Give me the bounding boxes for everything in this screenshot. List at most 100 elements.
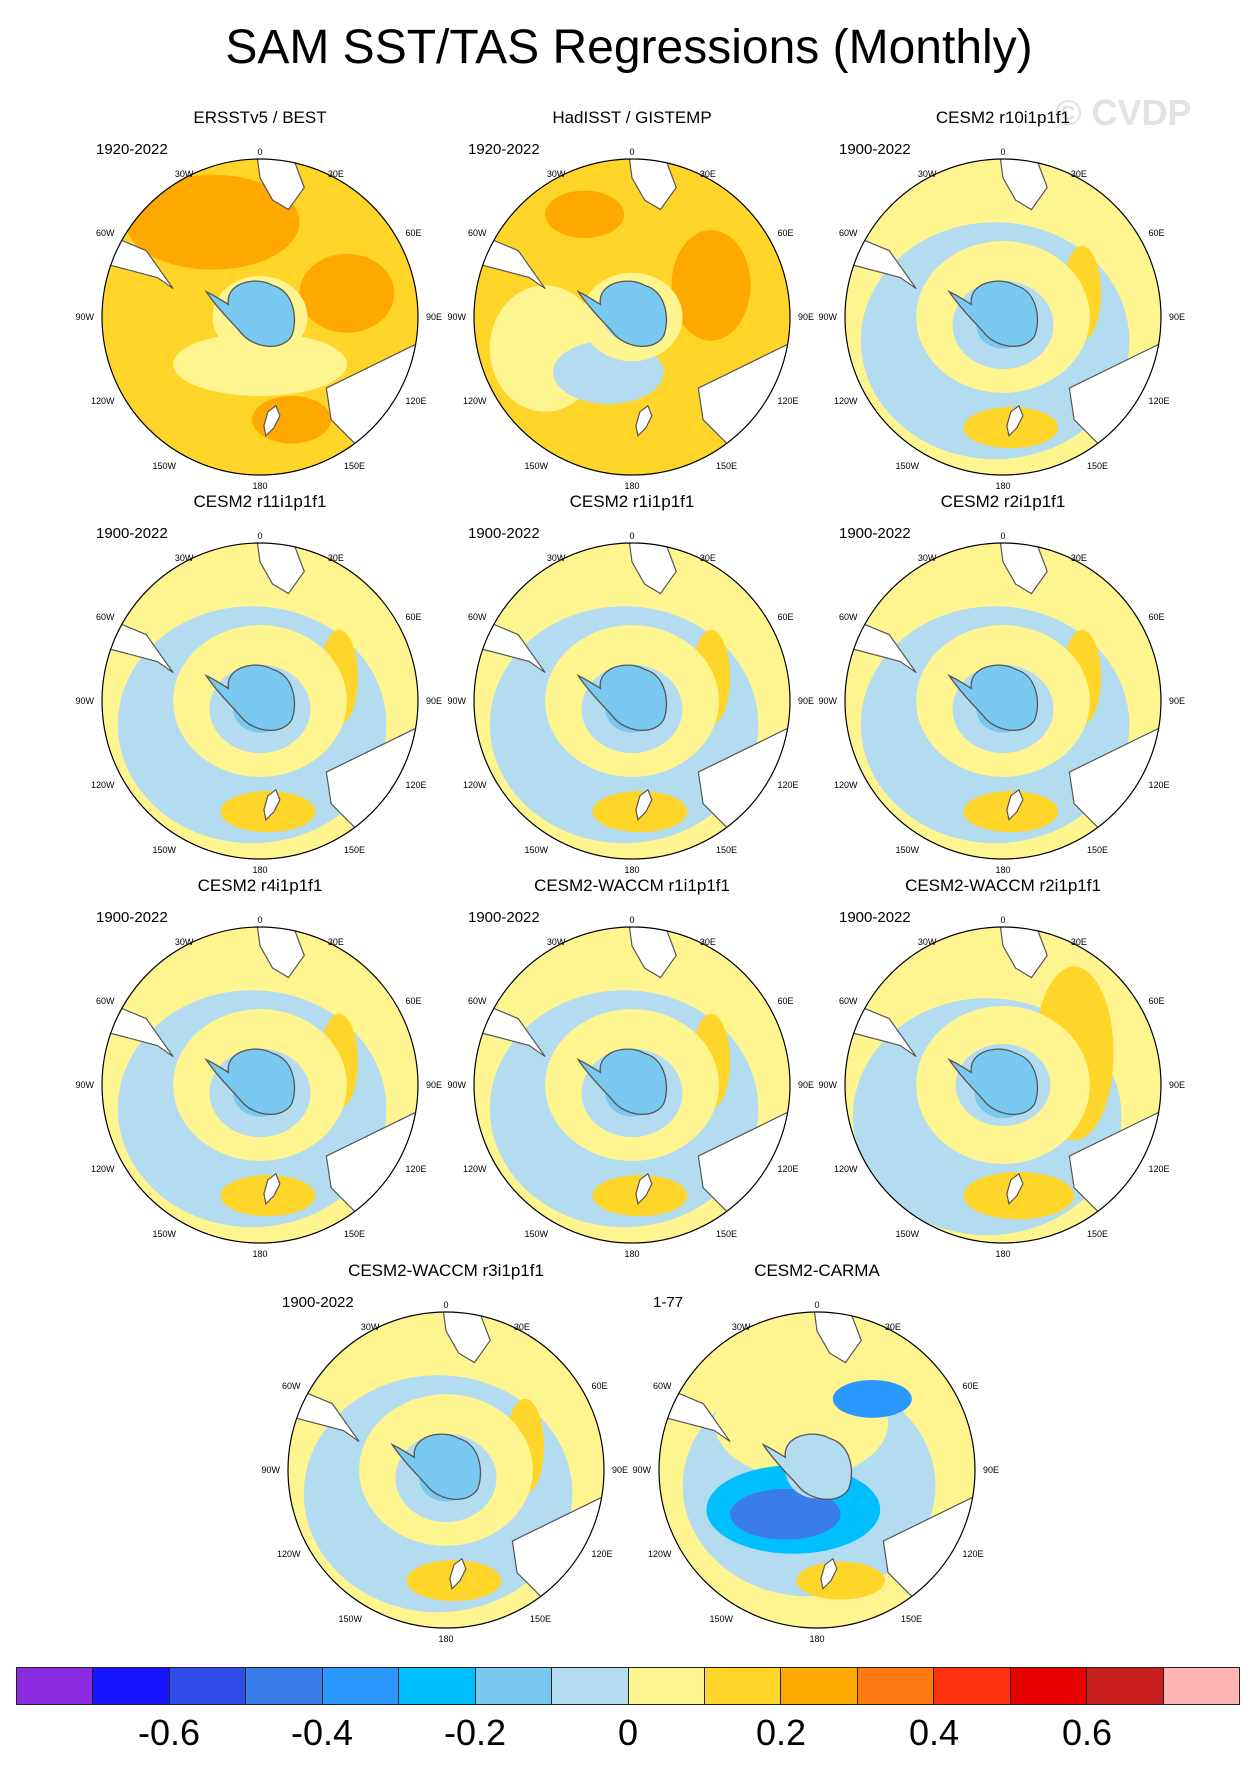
longitude-label: 0 <box>814 1300 819 1310</box>
africa-landmass <box>628 543 677 595</box>
map-boundary <box>287 1311 605 1629</box>
longitude-label: 180 <box>995 865 1010 875</box>
longitude-label: 30E <box>1071 169 1087 179</box>
map-boundary <box>101 542 419 860</box>
map-panel: HadISST / GISTEMP 1920-2022 0 30E 60E 90E 120E… <box>447 108 814 491</box>
longitude-label: 150E <box>1087 461 1108 471</box>
anomaly-region <box>173 332 347 396</box>
longitude-label: 180 <box>252 1249 267 1259</box>
panel-period: 1920-2022 <box>96 141 168 158</box>
longitude-label: 120W <box>463 780 487 790</box>
longitude-label: 150E <box>344 845 365 855</box>
antarctica-landmass <box>947 664 1039 731</box>
antarctica-landmass <box>204 1048 296 1115</box>
regression-field <box>474 927 790 1243</box>
longitude-label: 60W <box>839 228 858 238</box>
colorbar-tick-label: -0.2 <box>443 1712 507 1753</box>
africa-landmass <box>813 1312 862 1364</box>
longitude-label: 0 <box>1000 915 1005 925</box>
longitude-label: 180 <box>252 481 267 491</box>
anomaly-region <box>252 396 332 444</box>
longitude-label: 90W <box>447 312 466 322</box>
antarctica-landmass <box>947 280 1039 347</box>
panel-title: CESM2 r2i1p1f1 <box>941 492 1066 511</box>
longitude-label: 30W <box>175 937 194 947</box>
longitude-label: 120E <box>1148 396 1169 406</box>
anomaly-region <box>963 1171 1075 1220</box>
regression-field <box>845 927 1161 1243</box>
longitude-label: 120E <box>962 1549 983 1559</box>
longitude-label: 150W <box>895 461 919 471</box>
longitude-label: 60W <box>653 1381 672 1391</box>
panel-title: CESM2-CARMA <box>754 1261 880 1280</box>
colorbar-swatch <box>628 1667 705 1705</box>
africa-landmass <box>628 927 677 979</box>
africa-landmass <box>999 927 1048 979</box>
colorbar-swatch <box>93 1667 170 1705</box>
map-boundary <box>101 926 419 1244</box>
longitude-label: 60W <box>468 228 487 238</box>
new-zealand-landmass <box>263 788 281 822</box>
regression-field <box>102 927 418 1243</box>
longitude-label: 0 <box>629 915 634 925</box>
new-zealand-landmass <box>1006 404 1024 438</box>
longitude-label: 30E <box>700 937 716 947</box>
longitude-label: 30E <box>700 553 716 563</box>
longitude-label: 150E <box>716 461 737 471</box>
longitude-label: 150W <box>152 461 176 471</box>
longitude-label: 30E <box>885 1322 901 1332</box>
longitude-label: 60W <box>96 612 115 622</box>
longitude-label: 120E <box>591 1549 612 1559</box>
colorbar-swatch <box>399 1667 476 1705</box>
longitude-label: 0 <box>257 915 262 925</box>
panel-title: CESM2 r10i1p1f1 <box>936 108 1070 127</box>
longitude-label: 120E <box>405 1164 426 1174</box>
longitude-label: 30W <box>547 937 566 947</box>
longitude-label: 150E <box>344 1229 365 1239</box>
longitude-label: 180 <box>809 1634 824 1644</box>
longitude-label: 90E <box>798 1080 814 1090</box>
longitude-label: 0 <box>1000 147 1005 157</box>
longitude-label: 120W <box>91 780 115 790</box>
new-zealand-landmass <box>449 1557 467 1591</box>
map-boundary <box>844 926 1162 1244</box>
longitude-label: 60E <box>777 228 793 238</box>
map-panel: CESM2 r2i1p1f1 1900-2022 0 30E 60E 90E 120E 150… <box>818 492 1185 875</box>
colorbar-tick-label: 0 <box>617 1712 639 1753</box>
longitude-label: 150W <box>524 461 548 471</box>
longitude-label: 60W <box>839 612 858 622</box>
longitude-label: 30W <box>918 937 937 947</box>
panel-title: CESM2-WACCM r3i1p1f1 <box>348 1261 544 1280</box>
panel-period: 1-77 <box>653 1294 683 1311</box>
antarctica-landmass <box>390 1433 482 1500</box>
longitude-label: 90E <box>426 312 442 322</box>
panel-grid: ERSSTv5 / BEST 1920-2022 0 30E 60E 90E 120E 150… <box>75 108 1185 1644</box>
africa-landmass <box>256 927 305 979</box>
regression-field <box>102 159 418 475</box>
longitude-label: 60E <box>962 1381 978 1391</box>
longitude-label: 180 <box>624 865 639 875</box>
new-zealand-landmass <box>820 1557 838 1591</box>
regression-field <box>102 543 418 859</box>
new-zealand-landmass <box>1006 788 1024 822</box>
panel-period: 1900-2022 <box>468 909 540 926</box>
antarctica-landmass <box>576 1048 668 1115</box>
map-boundary <box>658 1311 976 1629</box>
panel-title: CESM2 r1i1p1f1 <box>570 492 695 511</box>
longitude-label: 30E <box>514 1322 530 1332</box>
longitude-label: 30E <box>1071 937 1087 947</box>
longitude-label: 150W <box>895 845 919 855</box>
panel-period: 1900-2022 <box>839 909 911 926</box>
longitude-label: 60E <box>777 612 793 622</box>
longitude-label: 60E <box>405 996 421 1006</box>
longitude-label: 30E <box>328 553 344 563</box>
longitude-label: 60E <box>405 612 421 622</box>
longitude-label: 150E <box>901 1614 922 1624</box>
longitude-label: 180 <box>995 481 1010 491</box>
longitude-label: 150W <box>152 845 176 855</box>
longitude-label: 90E <box>1169 696 1185 706</box>
anomaly-region <box>299 253 395 333</box>
africa-landmass <box>628 159 677 211</box>
africa-landmass <box>999 543 1048 595</box>
longitude-label: 120E <box>405 396 426 406</box>
